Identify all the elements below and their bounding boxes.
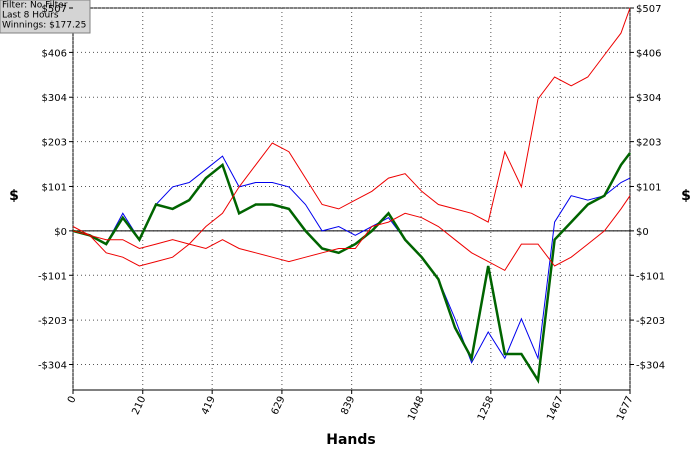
y2-tick-label: $406: [636, 48, 661, 59]
y-tick-label: $0: [54, 227, 67, 238]
y-tick-label: -$203: [38, 316, 67, 327]
y2-tick-label: $304: [636, 93, 661, 104]
info-period: Last 8 Hours: [2, 11, 59, 21]
x-tick-label: 0: [66, 395, 79, 405]
info-winnings: Winnings: $177.25: [2, 21, 86, 31]
x-tick-label: 1258: [476, 395, 497, 423]
y2-tick-label: $507: [636, 4, 661, 15]
y-tick-label: -$304: [38, 361, 67, 372]
x-tick-label: 419: [200, 395, 218, 417]
x-tick-label: 1467: [545, 395, 566, 423]
x-tick-label: 839: [339, 395, 357, 417]
series-line: [72, 152, 631, 384]
y-tick-label: $101: [42, 182, 67, 193]
x-tick-label: 210: [130, 395, 148, 417]
y2-axis-title: $: [681, 188, 691, 204]
y-tick-label: $507: [42, 4, 67, 15]
plot-frame: [72, 7, 631, 391]
y-tick-label: -$101: [38, 271, 67, 282]
y2-tick-label: $203: [636, 138, 661, 149]
info-box: [0, 0, 91, 34]
y2-tick-label: $0: [636, 227, 649, 238]
x-axis-title: Hands: [326, 432, 376, 448]
y-tick-label: $406: [42, 48, 67, 59]
series-line: [72, 155, 631, 364]
series-line: [72, 195, 631, 272]
x-tick-label: 1677: [615, 395, 636, 423]
series-line: [72, 7, 631, 267]
info-filter: Filter: No Filter: [2, 1, 68, 11]
y-tick-label: $203: [42, 138, 67, 149]
x-tick-label: 629: [270, 395, 288, 417]
plot-area: [72, 7, 631, 390]
x-tick-label: 1048: [406, 395, 427, 423]
y2-tick-label: -$101: [636, 271, 665, 282]
y2-tick-label: -$304: [636, 361, 665, 372]
y-axis-title: $: [9, 188, 19, 204]
y2-tick-label: -$203: [636, 316, 665, 327]
y-tick-label: $304: [42, 93, 67, 104]
y2-tick-label: $101: [636, 182, 661, 193]
